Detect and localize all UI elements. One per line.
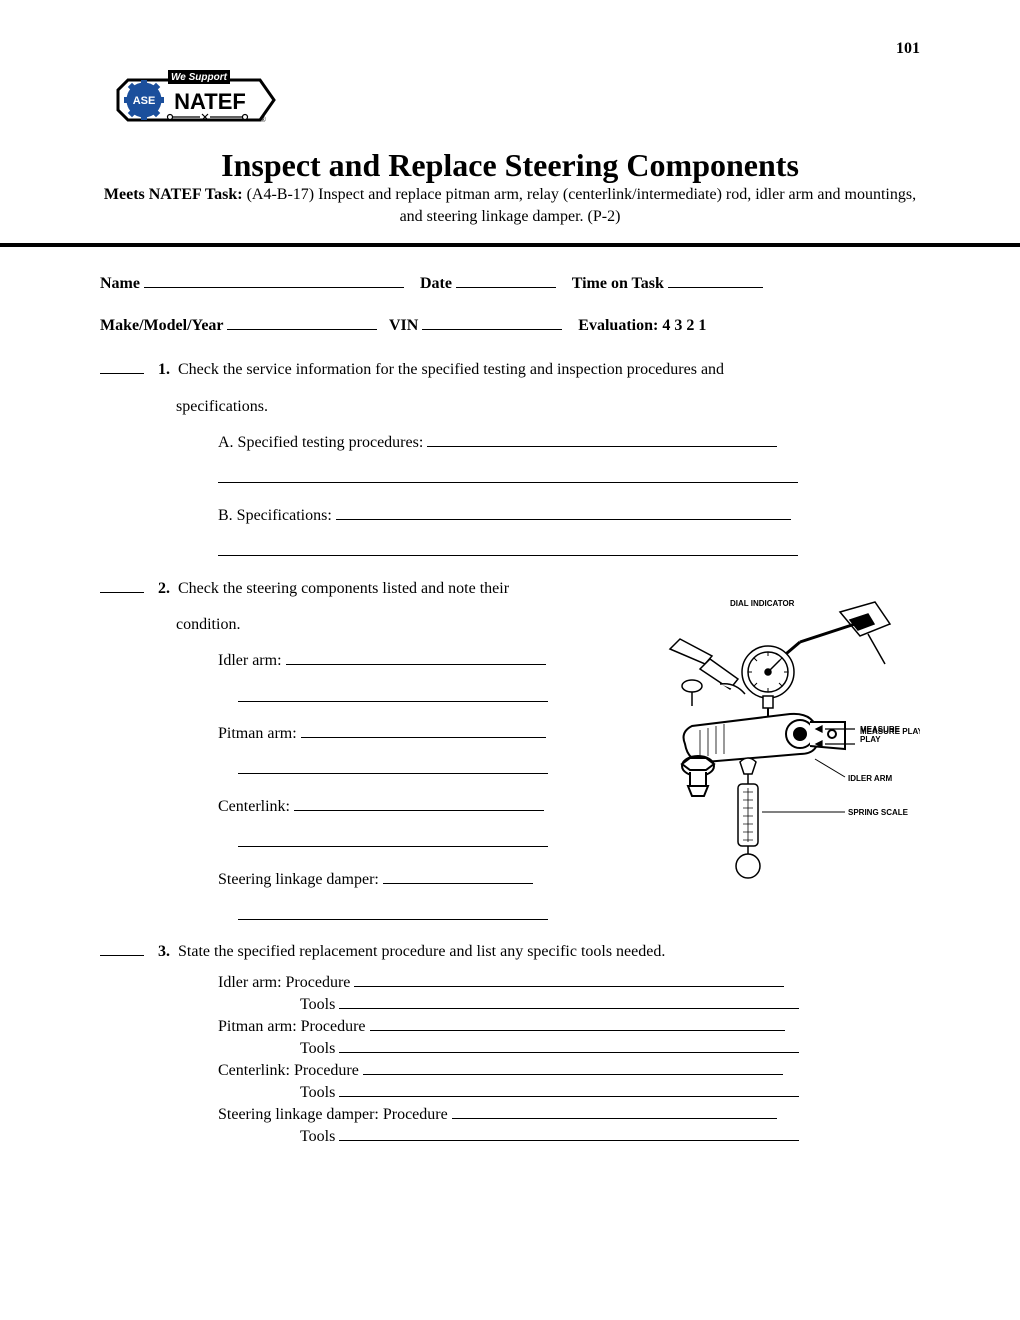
page-number: 101 xyxy=(100,40,920,58)
idler-arm-field: Idler arm: xyxy=(218,646,642,676)
logo-natef-text: NATEF xyxy=(174,89,246,114)
task-2-text-a: Check the steering components listed and… xyxy=(178,580,509,597)
form-row-2: Make/Model/Year VIN Evaluation: 4 3 2 1 xyxy=(100,313,920,335)
worksheet-page: 101 We Support xyxy=(0,0,1020,1190)
task-1-number: 1. xyxy=(158,361,170,378)
pitman-arm-field: Pitman arm: xyxy=(218,719,642,749)
task-1-sub-b: B. Specifications: xyxy=(218,501,920,531)
task-3-number: 3. xyxy=(158,943,170,960)
svg-text:®: ® xyxy=(260,115,266,124)
diagram-idler-label: IDLER ARM xyxy=(848,774,892,783)
q3-damper-tools: Tools xyxy=(300,1128,920,1146)
task-2-text-b: condition. xyxy=(176,610,642,640)
q3-pitman-tools: Tools xyxy=(300,1040,920,1058)
q3-centerlink-proc: Centerlink: Procedure xyxy=(218,1062,920,1080)
subtitle-bold: Meets NATEF Task: xyxy=(104,186,243,203)
form-row-1: Name Date Time on Task xyxy=(100,271,920,293)
task-3: 3. State the specified replacement proce… xyxy=(100,937,920,967)
logo-support-text: We Support xyxy=(171,72,228,83)
date-label: Date xyxy=(420,275,452,292)
task-1-text-b: specifications. xyxy=(176,392,920,422)
task-3-text: State the specified replacement procedur… xyxy=(178,943,665,960)
q3-idler-tools: Tools xyxy=(300,996,920,1014)
steering-diagram: DIAL INDICATOR xyxy=(642,574,920,889)
q3-damper-proc: Steering linkage damper: Procedure xyxy=(218,1106,920,1124)
q3-idler-proc: Idler arm: Procedure xyxy=(218,974,920,992)
natef-logo: We Support xyxy=(110,62,920,145)
task-1: 1. Check the service information for the… xyxy=(100,355,920,385)
task-2-number: 2. xyxy=(158,580,170,597)
task-1-sub-a: A. Specified testing procedures: xyxy=(218,428,920,458)
subtitle: Meets NATEF Task: (A4-B-17) Inspect and … xyxy=(100,184,920,227)
task-1-text-a: Check the service information for the sp… xyxy=(178,361,724,378)
page-title: Inspect and Replace Steering Components xyxy=(100,147,920,184)
q3-pitman-proc: Pitman arm: Procedure xyxy=(218,1018,920,1036)
svg-text:MEASURE: MEASURE xyxy=(860,725,901,734)
mmy-label: Make/Model/Year xyxy=(100,317,223,334)
divider-rule xyxy=(0,243,1020,247)
damper-field: Steering linkage damper: xyxy=(218,865,642,895)
name-label: Name xyxy=(100,275,140,292)
subtitle-text: (A4-B-17) Inspect and replace pitman arm… xyxy=(243,186,917,225)
centerlink-field: Centerlink: xyxy=(218,792,642,822)
vin-label: VIN xyxy=(389,317,418,334)
diagram-dial-label: DIAL INDICATOR xyxy=(730,599,795,608)
time-label: Time on Task xyxy=(572,275,664,292)
eval-label: Evaluation: 4 3 2 1 xyxy=(578,317,706,334)
svg-text:PLAY: PLAY xyxy=(860,735,881,744)
task-2-block: 2. Check the steering components listed … xyxy=(100,574,920,938)
diagram-spring-label: SPRING SCALE xyxy=(848,808,909,817)
q3-centerlink-tools: Tools xyxy=(300,1084,920,1102)
logo-ase-text: ASE xyxy=(133,95,156,107)
